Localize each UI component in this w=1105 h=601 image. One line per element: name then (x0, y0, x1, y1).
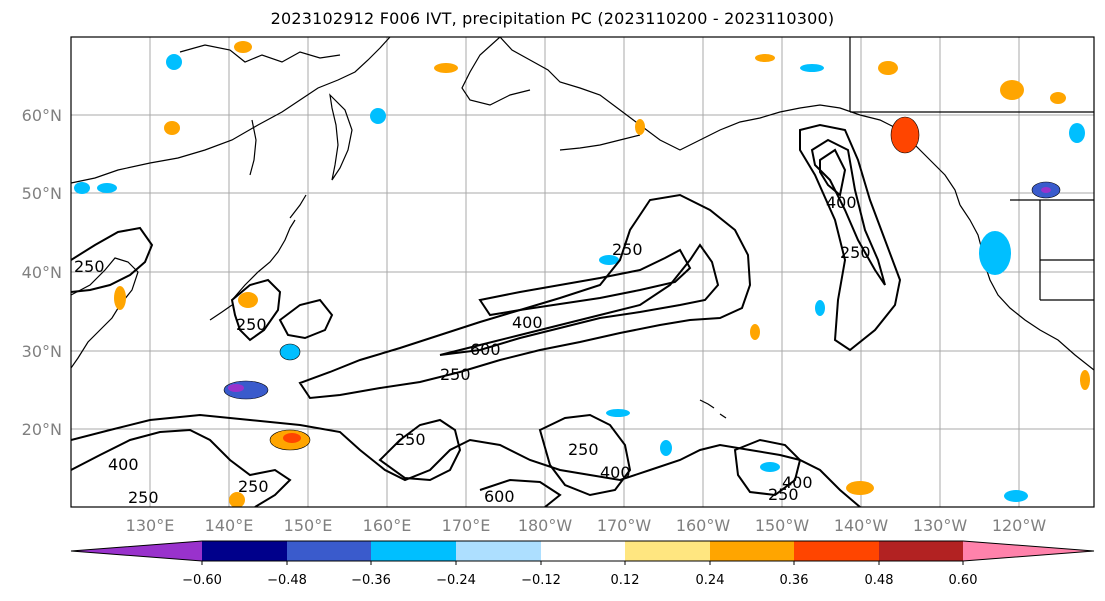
ivt-contours (71, 123, 902, 507)
contour-label-250: 250 (128, 488, 159, 507)
latitude-label: 50°N (22, 184, 62, 203)
precip-shading (74, 41, 1090, 507)
latitude-label: 40°N (22, 263, 62, 282)
colorbar-bin (710, 541, 794, 561)
colorbar-tick-label: −0.36 (351, 573, 391, 588)
contour-label-400: 400 (826, 193, 857, 212)
contour-label-250: 250 (74, 257, 105, 276)
colorbar-tick-label: 0.12 (611, 573, 640, 588)
longitude-label: 160°E (363, 516, 412, 535)
contour-label-250: 250 (395, 430, 426, 449)
colorbar-tick-label: 0.60 (949, 573, 978, 588)
contour-label-400: 400 (600, 463, 631, 482)
contour-label-250: 250 (440, 365, 471, 384)
longitude-label: 150°W (755, 516, 810, 535)
colorbar-tick-label: −0.48 (267, 573, 307, 588)
longitude-label: 160°W (676, 516, 731, 535)
colorbar-bin (456, 541, 541, 561)
colorbar-under-triangle (71, 541, 202, 561)
contour-label-250: 250 (840, 243, 871, 262)
colorbar-bin (202, 541, 287, 561)
longitude-labels: 130°E 140°E 150°E 160°E 170°E 180°W 170°W 160°W… (126, 516, 1047, 535)
latitude-label: 60°N (22, 106, 62, 125)
colorbar-tick-label: −0.12 (521, 573, 561, 588)
contour-label-250: 250 (236, 315, 267, 334)
contour-label-250: 250 (568, 440, 599, 459)
longitude-label: 180°W (518, 516, 573, 535)
contour-label-400: 400 (512, 313, 543, 332)
colorbar-tick-label: 0.36 (780, 573, 809, 588)
latitude-label: 20°N (22, 420, 62, 439)
colorbar-bin (794, 541, 879, 561)
longitude-label: 150°E (284, 516, 333, 535)
contour-label-250: 250 (768, 485, 799, 504)
colorbar-tick-label: −0.24 (436, 573, 476, 588)
longitude-label: 170°W (597, 516, 652, 535)
longitude-label: 170°E (442, 516, 491, 535)
colorbar-bin (541, 541, 625, 561)
latitude-label: 30°N (22, 342, 62, 361)
map-title: 2023102912 F006 IVT, precipitation PC (2… (270, 9, 835, 28)
contour-label-600: 600 (484, 487, 515, 506)
colorbar-bin (287, 541, 371, 561)
contour-label-600: 600 (470, 340, 501, 359)
colorbar-bin (879, 541, 963, 561)
longitude-label: 130°E (126, 516, 175, 535)
colorbar-tick-label: 0.24 (696, 573, 725, 588)
colorbar-tick-label: −0.60 (182, 573, 222, 588)
contour-label-400: 400 (108, 455, 139, 474)
colorbar-over-triangle (963, 541, 1094, 561)
contour-labels: 250 250 250 250 250 250 250 250 250 250 … (74, 193, 871, 507)
contour-label-400: 400 (782, 473, 813, 492)
colorbar: −0.60 −0.48 −0.36 −0.24 −0.12 0.12 0.24 0.36 0.4… (70, 540, 1095, 588)
colorbar-bin (625, 541, 710, 561)
colorbar-tick-label: 0.48 (865, 573, 894, 588)
longitude-label: 140°E (205, 516, 254, 535)
longitude-label: 130°W (913, 516, 968, 535)
colorbar-bin (371, 541, 456, 561)
map-border (70, 36, 1095, 508)
contour-label-250: 250 (238, 477, 269, 496)
longitude-label: 140°W (834, 516, 889, 535)
latitude-labels: 20°N 30°N 40°N 50°N 60°N (22, 106, 62, 439)
longitude-label: 120°W (992, 516, 1047, 535)
contour-label-250: 250 (612, 240, 643, 259)
